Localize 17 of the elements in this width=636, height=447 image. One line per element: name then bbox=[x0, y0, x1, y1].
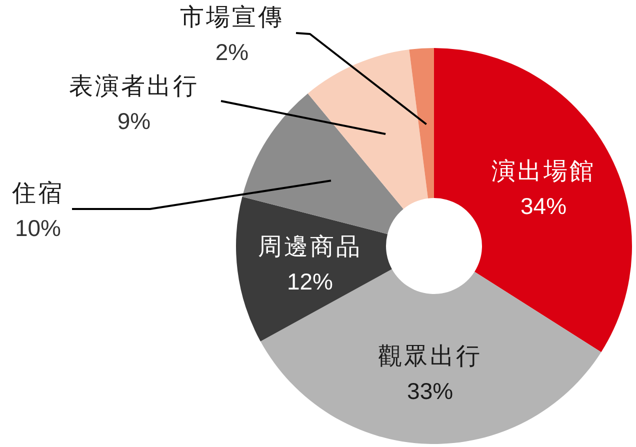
donut-slice bbox=[236, 196, 392, 342]
slice-label: 表演者出行 bbox=[69, 72, 199, 100]
data-label: 10% bbox=[14, 215, 62, 241]
slice-label: 觀眾出行 bbox=[378, 342, 482, 370]
data-label: 33% bbox=[407, 378, 454, 404]
slice-label: 市場宣傳 bbox=[180, 3, 284, 31]
slice-label: 周邊商品 bbox=[258, 232, 362, 261]
slice-label: 演出場館 bbox=[492, 156, 596, 185]
data-label: 9% bbox=[117, 108, 151, 134]
slice-label: 住宿 bbox=[11, 179, 64, 207]
donut-slice bbox=[260, 269, 602, 444]
donut-slice bbox=[308, 50, 428, 210]
donut-slice bbox=[242, 93, 404, 234]
donut-slice bbox=[409, 48, 434, 198]
data-label: 2% bbox=[215, 39, 249, 65]
data-label: 34% bbox=[520, 192, 567, 219]
data-label: 12% bbox=[286, 268, 334, 295]
